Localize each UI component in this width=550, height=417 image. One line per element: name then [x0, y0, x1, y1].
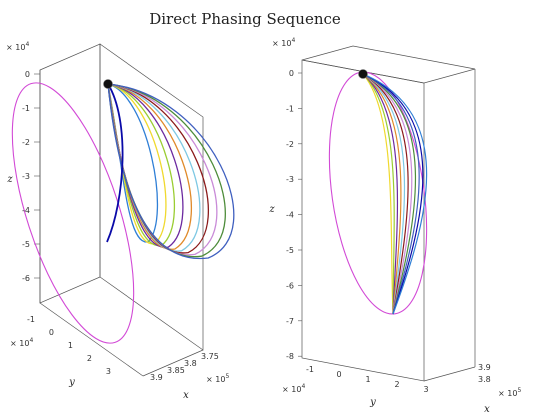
- y-tick-label: 0: [336, 370, 341, 379]
- z-tick-label: 0: [25, 70, 30, 79]
- z-tick-label: -2: [286, 140, 294, 149]
- left-plot: [40, 44, 203, 376]
- right-box-top: [302, 46, 475, 83]
- x-tick-label: 3.9: [478, 363, 491, 372]
- left-box-back: [40, 44, 100, 303]
- y-axis-label: y: [68, 377, 75, 388]
- x-axis-label: x: [183, 390, 189, 401]
- z-tick-label: -2: [22, 138, 30, 147]
- x-tick-label: 3.9: [150, 373, 163, 382]
- z-tick-label: -4: [286, 211, 294, 220]
- target-marker: [359, 70, 368, 79]
- x-tick-label: 3.8: [478, 375, 491, 384]
- z-tick-label: -6: [22, 274, 30, 283]
- z-exponent-label: × 104: [272, 37, 295, 48]
- z-tick-label: -1: [22, 104, 30, 113]
- z-tick-label: -6: [286, 281, 294, 290]
- z-tick-label: 0: [289, 69, 294, 78]
- y-tick-label: 0: [49, 328, 54, 337]
- left-box-edge: [40, 303, 143, 376]
- chart-title: Direct Phasing Sequence: [149, 10, 341, 28]
- z-tick-label: -5: [22, 240, 30, 249]
- z-tick-label: -7: [286, 317, 294, 326]
- x-tick-label: 3.8: [184, 359, 197, 368]
- y-exponent-label: × 104: [10, 337, 33, 348]
- y-tick-label: 1: [365, 375, 370, 384]
- right-box-edge: [424, 367, 475, 381]
- x-tick-label: 3.85: [167, 366, 185, 375]
- y-tick-label: 2: [394, 380, 399, 389]
- z-tick-label: -3: [22, 172, 30, 181]
- y-axis-label: y: [369, 397, 376, 408]
- y-tick-label: 3: [106, 367, 111, 376]
- z-tick-label: -4: [22, 206, 30, 215]
- y-tick-label: 1: [68, 341, 73, 350]
- x-exponent-label: × 105: [498, 387, 521, 398]
- z-tick-label: -5: [286, 246, 294, 255]
- left-box-right: [100, 44, 203, 350]
- y-tick-label: 3: [423, 385, 428, 394]
- x-axis-label: x: [484, 404, 490, 415]
- z-tick-label: -8: [286, 352, 294, 361]
- y-tick-label: 2: [87, 354, 92, 363]
- y-tick-label: -1: [27, 315, 35, 324]
- y-exponent-label: × 104: [282, 383, 305, 394]
- y-tick-label: -1: [306, 365, 314, 374]
- z-exponent-label: × 104: [6, 41, 29, 52]
- target-marker: [104, 80, 113, 89]
- x-exponent-label: × 105: [206, 373, 229, 384]
- trajectory-line: [363, 74, 394, 314]
- z-axis-label: z: [6, 174, 13, 185]
- z-tick-label: -1: [286, 104, 294, 113]
- z-axis-label: z: [268, 204, 275, 215]
- x-tick-label: 3.75: [201, 352, 219, 361]
- z-tick-label: -3: [286, 175, 294, 184]
